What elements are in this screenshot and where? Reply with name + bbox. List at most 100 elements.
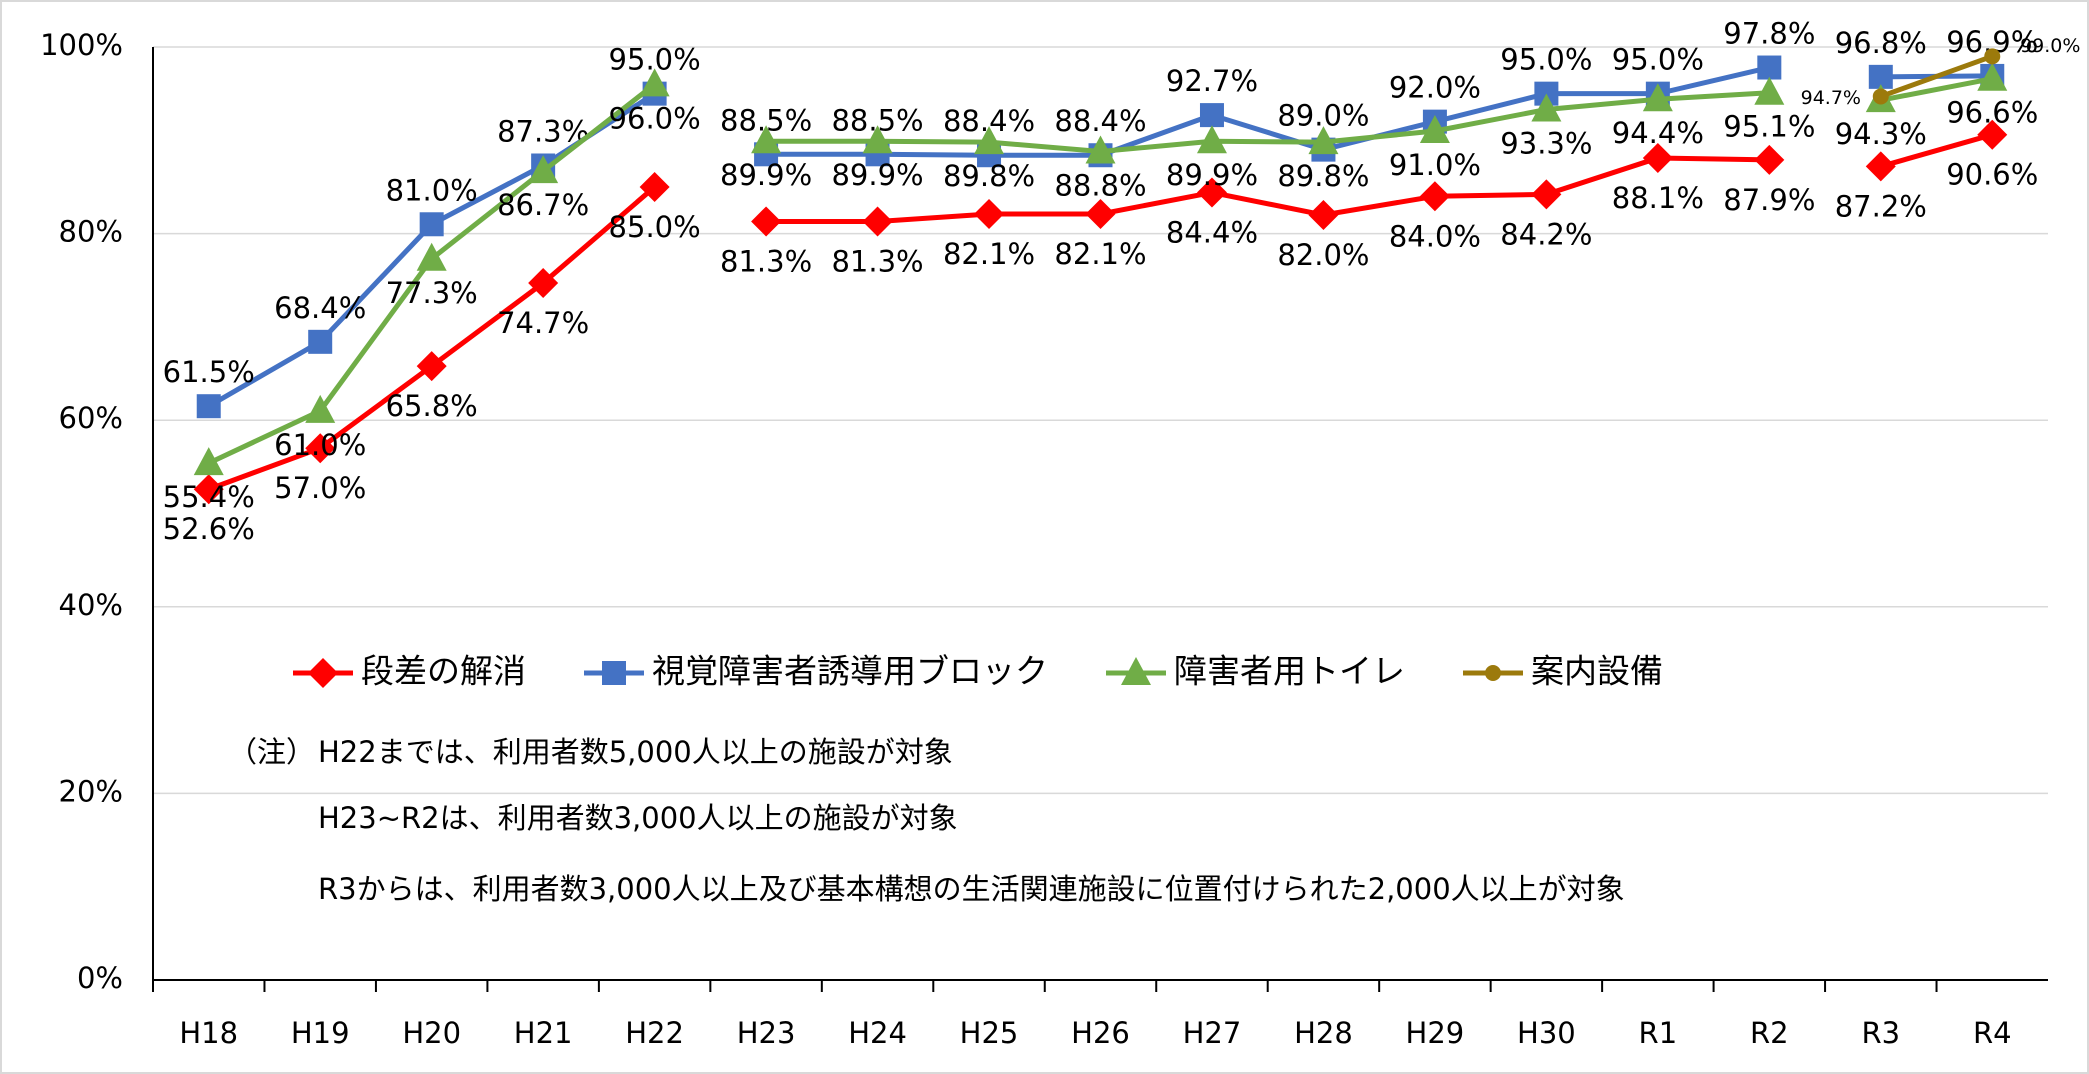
marker [1642,83,1673,112]
data-label: 95.0% [1612,43,1704,77]
data-label: 82.0% [1277,238,1369,272]
y-tick-label: 40% [59,588,123,622]
x-tick-label: R2 [1750,1016,1789,1050]
line [1880,76,1993,103]
x-tick-label: H21 [514,1016,573,1050]
data-label: 81.3% [831,244,923,278]
marker [1419,114,1450,143]
marker [1085,135,1116,164]
data-label: 87.2% [1835,189,1927,223]
y-tick-label: 100% [40,28,123,62]
data-label: 82.1% [943,237,1035,271]
marker [196,394,221,419]
data-label: 89.9% [720,158,812,192]
marker [416,351,447,382]
data-label: 61.5% [163,355,255,389]
data-label: 84.4% [1166,216,1258,250]
data-label: 91.0% [1389,148,1481,182]
marker [305,433,336,464]
data-label: 89.9% [1166,158,1258,192]
marker [416,242,447,271]
marker [639,171,670,202]
data-label: 82.1% [1054,237,1146,271]
data-label: 86.7% [497,188,589,222]
data-label: 95.1% [1723,110,1815,144]
marker [1865,151,1896,182]
data-label: 52.6% [163,512,255,546]
x-tick-label: H22 [625,1016,684,1050]
marker [974,199,1005,230]
x-tick-label: R4 [1973,1016,2012,1050]
data-label: 87.3% [497,114,589,148]
data-label: 57.0% [274,471,366,505]
y-tick-label: 20% [59,774,123,808]
data-label: 94.7% [1801,87,1861,109]
data-label: 85.0% [609,210,701,244]
note: H22までは、利用者数5,000人以上の施設が対象 [318,735,953,769]
marker [528,268,559,299]
data-label: 65.8% [386,389,478,423]
data-label: 94.3% [1835,117,1927,151]
marker [1485,665,1501,681]
marker [1977,62,2008,91]
data-label: 93.3% [1500,127,1592,161]
data-label: 89.8% [943,159,1035,193]
data-label: 97.8% [1723,17,1815,51]
x-tick-label: H23 [737,1016,796,1050]
legend-label: 案内設備 [1531,652,1663,691]
marker [1872,88,1889,105]
data-label: 96.8% [1835,26,1927,60]
data-label: 61.0% [274,428,366,462]
data-label: 88.4% [1054,104,1146,138]
data-label: 81.0% [386,173,478,207]
y-tick-label: 60% [59,401,123,435]
marker [974,126,1005,155]
marker [1196,177,1227,208]
data-label: 88.8% [1054,168,1146,202]
marker [528,155,559,184]
legend-label: 段差の解消 [361,652,526,691]
marker [1754,76,1785,105]
marker [1757,55,1782,80]
data-label: 96.6% [1946,96,2038,130]
marker [862,206,893,237]
x-tick-label: H29 [1406,1016,1465,1050]
line [766,155,1770,224]
marker [751,206,782,237]
marker [308,329,333,354]
note: H23~R2は、利用者数3,000人以上の施設が対象 [318,801,958,835]
data-label: 84.0% [1389,219,1481,253]
data-label: 77.3% [386,276,478,310]
marker [305,394,336,423]
x-tick-label: H28 [1294,1016,1353,1050]
y-tick-label: 0% [77,961,123,995]
x-tick-label: H30 [1517,1016,1576,1050]
data-label: 95.0% [1500,43,1592,77]
data-label: 74.7% [497,306,589,340]
marker [1977,119,2008,150]
x-tick-label: H20 [402,1016,461,1050]
marker [1308,199,1339,230]
marker [1754,144,1785,175]
data-label: 92.7% [1166,64,1258,98]
marker [1419,181,1450,212]
data-label: 55.4% [163,480,255,514]
legend-label: 障害者用トイレ [1174,652,1405,691]
data-label: 84.2% [1500,217,1592,251]
note: （注） [228,735,315,769]
line [1879,53,1994,99]
marker [602,661,626,685]
x-tick-label: H18 [179,1016,238,1050]
marker [1121,657,1151,685]
data-label: 99.0% [2020,35,2080,57]
marker [1531,93,1562,122]
legend-label: 視覚障害者誘導用ブロック [652,652,1048,691]
marker [308,658,338,688]
marker [1196,125,1227,154]
data-label: 92.0% [1389,71,1481,105]
marker [193,447,224,476]
data-label: 81.3% [720,244,812,278]
x-tick-label: R1 [1639,1016,1678,1050]
